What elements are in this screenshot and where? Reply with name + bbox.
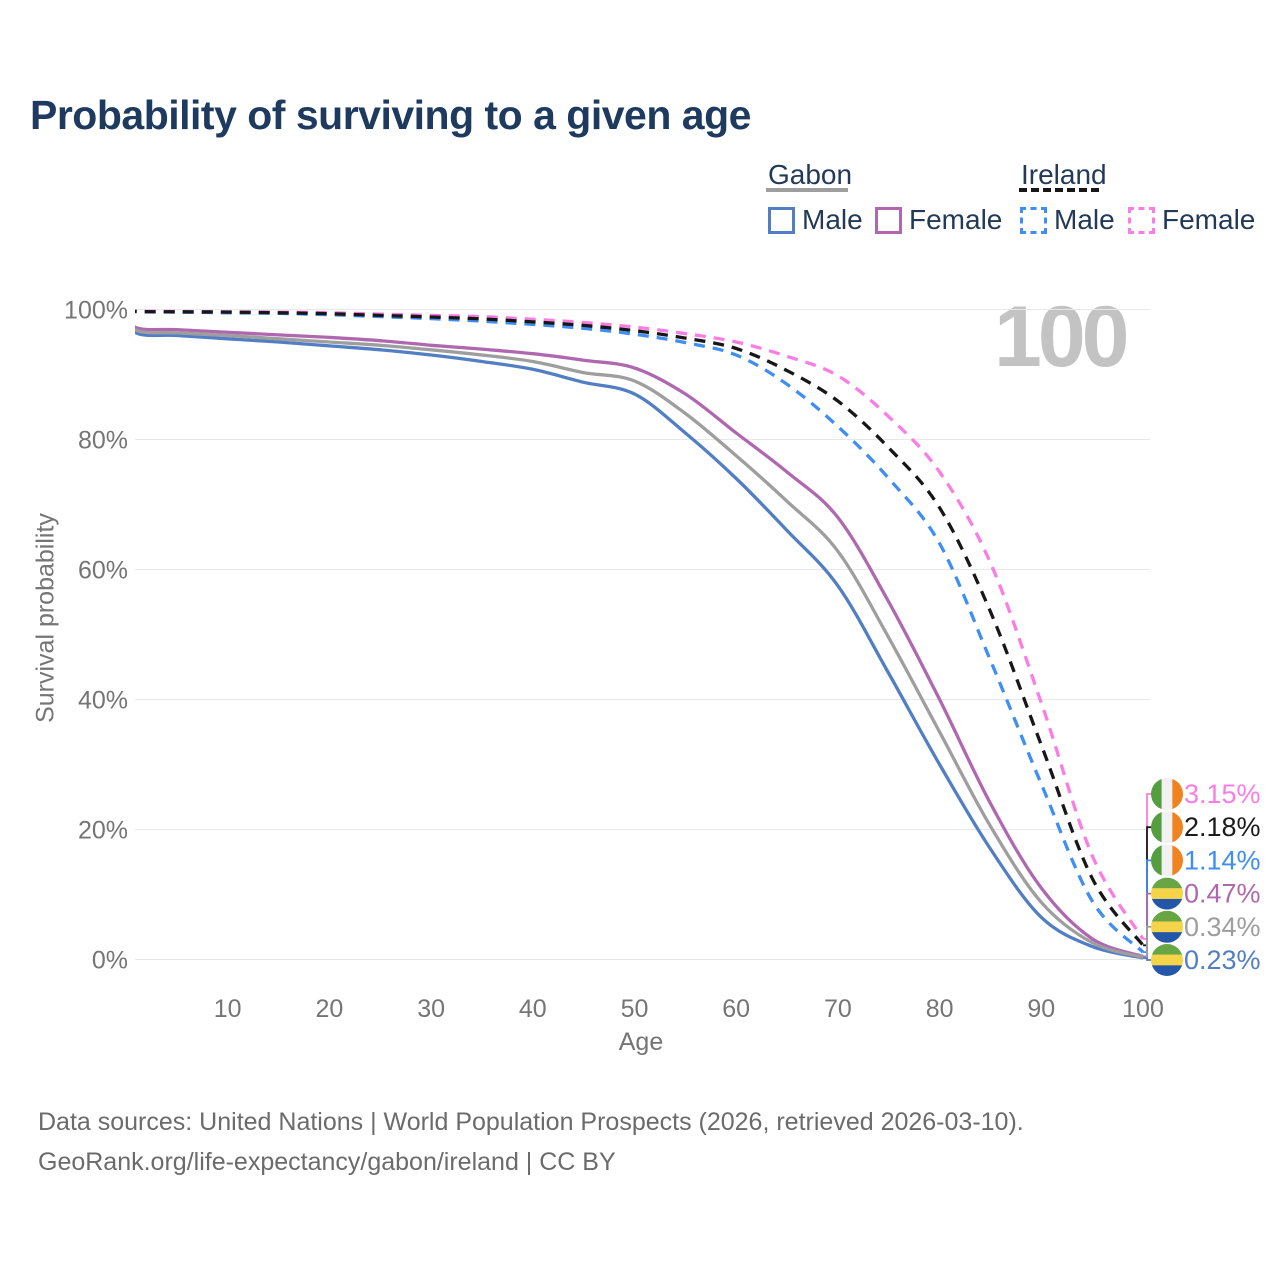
series-line-gabon-both-sexes- (135, 327, 1144, 959)
curves-group (135, 309, 1145, 960)
endpoint-value-label: 3.15% (1184, 779, 1261, 809)
x-tick-label: 60 (722, 995, 750, 1023)
data-sources-note: Data sources: United Nations | World Pop… (38, 1108, 1024, 1136)
y-tick-label: 0% (92, 947, 128, 975)
y-axis-title: Survival probability (31, 513, 60, 723)
legend-label: Female (909, 204, 1003, 235)
x-tick-label: 100 (1122, 995, 1164, 1023)
attribution-note: GeoRank.org/life-expectancy/gabon/irelan… (38, 1148, 616, 1176)
ireland-flag-icon (1151, 811, 1183, 844)
legend-item-gabon-male[interactable]: Male (768, 204, 863, 236)
age-watermark: 100 (994, 289, 1129, 385)
y-tick-label: 40% (78, 687, 128, 715)
y-tick-label: 20% (78, 817, 128, 845)
endpoint-value-label: 2.18% (1184, 812, 1261, 842)
x-tick-label: 70 (824, 995, 852, 1023)
ireland-flag-icon (1151, 844, 1183, 877)
endpoint-connector (1143, 957, 1152, 961)
x-tick-label: 40 (519, 995, 547, 1023)
legend-label: Male (802, 204, 863, 235)
legend-item-ireland-male[interactable]: Male (1020, 204, 1115, 236)
x-tick-label: 50 (621, 995, 649, 1023)
x-tick-label: 30 (417, 995, 445, 1023)
series-line-gabon-male (135, 329, 1144, 960)
gabon-flag-icon (1151, 944, 1183, 976)
endpoint-value-label: 1.14% (1184, 845, 1261, 875)
y-tick-label: 100% (64, 297, 128, 325)
x-tick-label: 10 (214, 995, 242, 1023)
y-tick-label: 80% (78, 427, 128, 455)
legend-label: Female (1162, 204, 1256, 235)
legend-group-gabon-label: Gabon (768, 159, 853, 190)
legend-item-gabon-female[interactable]: Female (875, 204, 1002, 236)
ireland-combined-line-sample (1019, 188, 1099, 192)
legend-label: Male (1054, 204, 1115, 235)
series-line-ireland-male (135, 310, 1145, 954)
endpoint-value-label: 0.34% (1184, 912, 1261, 942)
endpoint-value-label: 0.47% (1184, 879, 1261, 909)
page-title: Probability of surviving to a given age (30, 92, 751, 138)
legend-group-ireland-label: Ireland (1021, 159, 1107, 190)
gabon-male-swatch (768, 206, 795, 234)
y-tick-label: 60% (78, 557, 128, 585)
legend-item-ireland-female[interactable]: Female (1128, 204, 1255, 236)
ireland-female-swatch (1128, 206, 1155, 234)
ireland-male-swatch (1020, 206, 1047, 234)
gabon-female-swatch (875, 206, 902, 234)
series-line-ireland-female (135, 309, 1145, 940)
ireland-flag-icon (1151, 778, 1183, 810)
x-tick-label: 20 (315, 995, 343, 1023)
gabon-flag-icon (1151, 910, 1183, 943)
gabon-flag-icon (1151, 877, 1183, 910)
gabon-combined-line-sample (766, 188, 848, 192)
x-tick-label: 90 (1027, 995, 1055, 1023)
series-line-ireland-both-sexes- (135, 309, 1145, 947)
endpoint-value-label: 0.23% (1184, 945, 1261, 975)
series-line-gabon-female (135, 325, 1144, 958)
x-axis-title: Age (618, 1028, 664, 1056)
x-tick-label: 80 (926, 995, 954, 1023)
